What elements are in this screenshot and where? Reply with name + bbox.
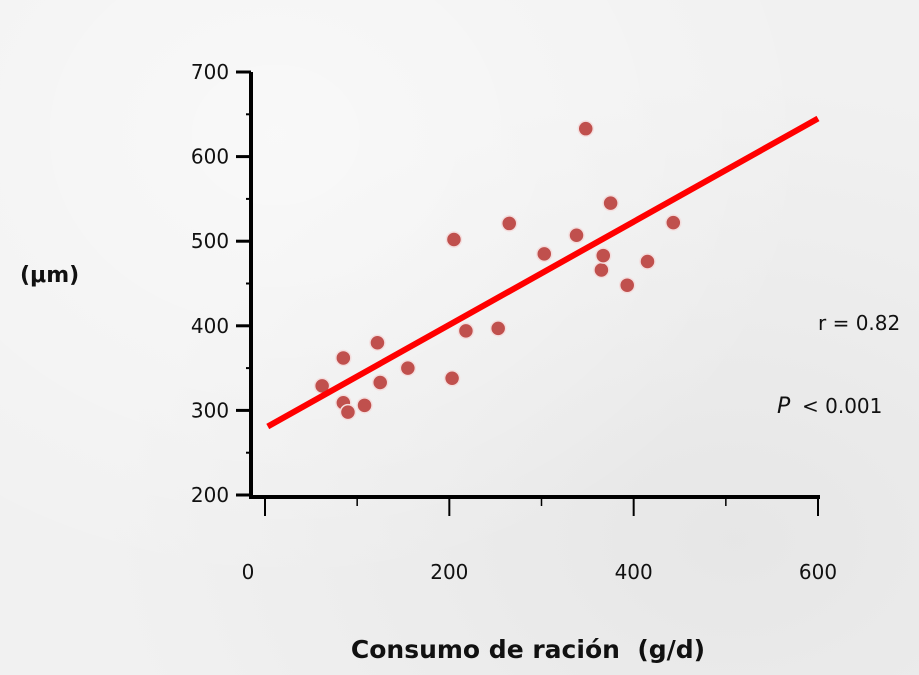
x-axis-label: Consumo de ración (g/d) <box>351 635 705 664</box>
p-value-symbol: P <box>777 394 791 419</box>
y-tick-label: 700 <box>191 60 229 84</box>
data-point <box>445 231 463 248</box>
data-point <box>618 276 636 294</box>
p-value-annotation: < 0.001 <box>802 394 882 418</box>
y-tick-label: 500 <box>191 229 229 253</box>
correlation-annotation: r = 0.82 <box>818 311 900 335</box>
data-point <box>593 261 610 279</box>
data-point <box>399 359 417 377</box>
data-point <box>639 253 656 270</box>
trend-line <box>266 115 820 430</box>
data-point <box>489 320 507 337</box>
data-point <box>371 374 389 391</box>
data-point <box>369 334 386 351</box>
x-tick-label: 400 <box>615 560 653 584</box>
data-points <box>313 120 682 421</box>
x-tick-label: 0 <box>242 560 255 584</box>
data-point <box>595 247 612 264</box>
data-point <box>339 403 357 421</box>
data-point <box>536 245 553 263</box>
data-point <box>602 194 619 212</box>
data-point <box>457 322 475 340</box>
data-point <box>356 397 373 414</box>
data-point <box>577 120 594 137</box>
y-tick-label: 300 <box>191 398 229 422</box>
x-axis-ticks: 0 200 400 600 <box>242 497 837 584</box>
x-tick-label: 600 <box>799 560 837 584</box>
data-point <box>568 227 585 244</box>
y-axis-label: (μm) <box>20 263 79 288</box>
x-tick-label: 200 <box>430 560 468 584</box>
data-point <box>335 349 352 367</box>
y-tick-label: 600 <box>191 145 229 169</box>
data-point <box>665 214 682 231</box>
y-tick-label: 200 <box>191 483 229 507</box>
axes <box>249 72 820 515</box>
data-point <box>500 215 518 232</box>
y-axis-ticks: 200 300 400 500 600 700 <box>191 60 251 507</box>
data-point <box>443 370 461 387</box>
y-tick-label: 400 <box>191 314 229 338</box>
